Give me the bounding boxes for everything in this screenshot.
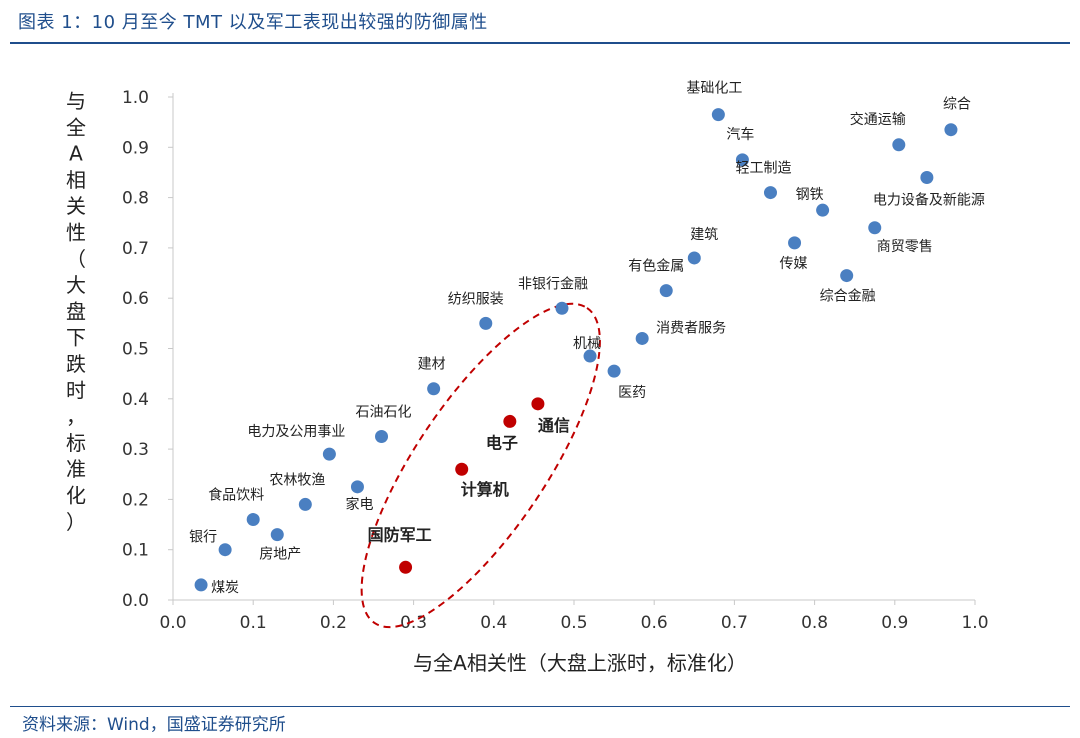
point-label: 计算机 (461, 480, 509, 499)
point-label: 国防军工 (368, 525, 432, 544)
point-label: 电力设备及新能源 (873, 191, 985, 208)
data-point (635, 331, 649, 345)
point-label: 非银行金融 (518, 276, 588, 292)
point-label: 综合 (943, 97, 971, 113)
x-tick-label: 0.8 (801, 613, 828, 633)
data-point (555, 301, 569, 315)
y-tick-label: 0.8 (122, 189, 149, 209)
point-label: 汽车 (726, 126, 754, 143)
point-label: 银行 (189, 530, 217, 546)
data-point (788, 236, 802, 250)
y-tick-label: 0.9 (122, 138, 149, 158)
x-tick-label: 0.5 (560, 613, 587, 633)
y-tick-label: 0.3 (122, 440, 149, 460)
point-label: 建材 (418, 357, 446, 373)
data-point (270, 528, 284, 542)
data-point (427, 382, 441, 396)
y-tick-label: 0.2 (122, 490, 149, 510)
data-point (218, 543, 232, 557)
data-point (840, 269, 854, 283)
source-divider (10, 706, 1070, 707)
data-point (687, 251, 701, 265)
highlight-point (503, 414, 517, 428)
y-tick-label: 1.0 (122, 88, 149, 108)
points-layer (194, 108, 958, 592)
highlight-ellipse (360, 302, 601, 629)
point-label: 建筑 (690, 227, 718, 243)
highlight-point (399, 560, 413, 574)
scatter-chart: 0.0 0.1 0.2 0.3 0.4 0.5 0.6 0.7 0.8 0.9 1.0 0.0 0.1 0… (66, 80, 989, 675)
data-point (763, 186, 777, 200)
data-point (479, 316, 493, 330)
x-tick-label: 0.1 (240, 613, 267, 633)
point-label: 传媒 (780, 256, 808, 272)
data-point (194, 578, 208, 592)
point-label: 轻工制造 (735, 161, 791, 177)
x-tick-label: 0.2 (320, 613, 347, 633)
axes: 0.0 0.1 0.2 0.3 0.4 0.5 0.6 0.7 0.8 0.9 1.0 0.0 0.1 0… (66, 88, 989, 633)
data-point (659, 284, 673, 298)
point-label: 纺织服装 (448, 291, 504, 307)
point-label: 医药 (618, 385, 646, 401)
point-label: 电力及公用事业 (247, 424, 345, 440)
point-label: 基础化工 (686, 80, 742, 97)
data-point (375, 430, 389, 444)
point-label: 房地产 (259, 547, 301, 563)
y-tick-label: 0.0 (122, 591, 149, 611)
data-point (735, 153, 749, 167)
point-label: 商贸零售 (877, 239, 933, 255)
highlight-ellipse-layer (360, 302, 601, 629)
x-tick-label: 0.9 (881, 613, 908, 633)
point-label: 通信 (538, 416, 570, 435)
source-note: 资料来源：Wind，国盛证券研究所 (22, 715, 286, 735)
y-axis-title: 与全 A 相关性（大盘下跌时，标准化） (66, 89, 86, 534)
point-label: 综合金融 (820, 289, 876, 305)
data-point (868, 221, 882, 235)
title-divider (10, 42, 1070, 44)
data-point (892, 138, 906, 152)
y-tick-label: 0.5 (122, 340, 149, 360)
x-tick-label: 0.0 (159, 613, 186, 633)
data-point (607, 364, 621, 378)
y-tick-label: 0.7 (122, 239, 149, 259)
point-label: 消费者服务 (656, 320, 726, 336)
point-label: 食品饮料 (208, 487, 264, 504)
chart-title: 图表 1：10 月至今 TMT 以及军工表现出较强的防御属性 (18, 12, 488, 33)
data-point (711, 108, 725, 122)
point-label: 机械 (573, 336, 601, 352)
data-point (246, 513, 260, 527)
x-axis-title: 与全A相关性（大盘上涨时，标准化） (413, 651, 747, 675)
point-label: 钢铁 (796, 187, 824, 203)
point-label: 有色金属 (628, 258, 684, 275)
point-label: 交通运输 (850, 111, 906, 128)
point-label: 石油石化 (356, 405, 412, 421)
x-tick-label: 0.6 (641, 613, 668, 633)
data-point (298, 497, 312, 511)
highlight-point (455, 462, 469, 476)
data-point (583, 349, 597, 363)
data-point (350, 480, 364, 494)
data-point (816, 203, 830, 217)
data-point (944, 123, 958, 137)
x-tick-label: 0.7 (721, 613, 748, 633)
point-label: 电子 (486, 433, 518, 452)
y-tick-label: 0.1 (122, 541, 149, 561)
x-tick-label: 0.4 (480, 613, 507, 633)
highlight-point (531, 397, 545, 411)
point-label: 农林牧渔 (269, 472, 325, 488)
data-point (920, 170, 934, 184)
data-point (322, 447, 336, 461)
x-tick-label: 1.0 (961, 613, 988, 633)
point-label: 煤炭 (211, 580, 239, 596)
y-tick-label: 0.4 (122, 390, 149, 410)
y-tick-label: 0.6 (122, 289, 149, 309)
point-label: 家电 (345, 496, 373, 513)
